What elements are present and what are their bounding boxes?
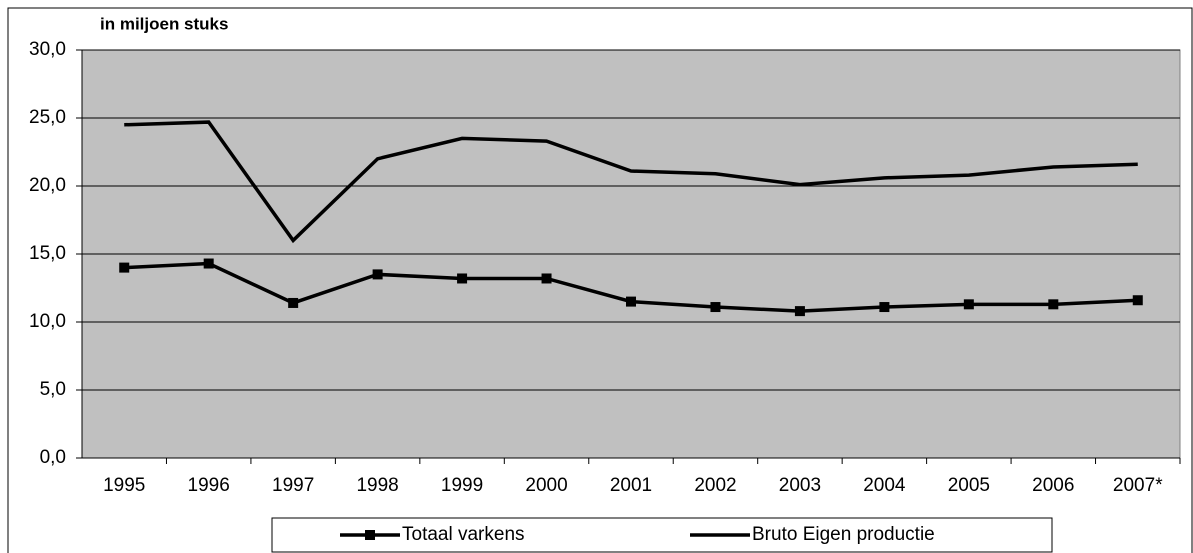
y-tick-label: 10,0 (29, 311, 66, 332)
data-point (710, 302, 721, 313)
data-point (626, 296, 636, 307)
legend-label: Bruto Eigen productie (752, 524, 935, 545)
y-tick-label: 15,0 (29, 243, 66, 264)
y-tick-label: 25,0 (29, 107, 66, 128)
x-tick-label: 2002 (694, 475, 736, 496)
data-point (879, 302, 890, 313)
x-tick-label: 1998 (356, 475, 398, 496)
y-tick-label: 0,0 (40, 447, 66, 468)
data-point (457, 273, 468, 284)
data-point (288, 297, 299, 308)
data-point (372, 269, 383, 280)
y-tick-label: 30,0 (29, 39, 66, 60)
x-tick-label: 1997 (272, 475, 314, 496)
legend-marker (365, 530, 375, 540)
data-point (541, 273, 552, 284)
x-tick-label: 2004 (863, 475, 906, 496)
legend (271, 517, 1053, 553)
data-point (1048, 299, 1059, 310)
y-tick-label: 20,0 (29, 175, 66, 196)
legend-label: Totaal varkens (402, 524, 525, 545)
x-tick-label: 2006 (1032, 475, 1074, 496)
axis-title: in miljoen stuks (100, 14, 228, 33)
data-point (963, 299, 974, 310)
data-point (203, 258, 214, 269)
data-point (1132, 295, 1143, 306)
x-tick-label: 1996 (188, 475, 230, 496)
chart-border (7, 7, 1193, 553)
data-point (794, 306, 805, 317)
x-tick-label: 1999 (441, 475, 483, 496)
series-line (124, 120, 1138, 244)
x-tick-label: 2000 (525, 475, 567, 496)
x-tick-label: 1995 (103, 475, 145, 496)
x-tick-label: 2005 (948, 475, 990, 496)
x-tick-label: 2001 (610, 475, 652, 496)
x-tick-label: 2003 (779, 475, 821, 496)
y-tick-label: 5,0 (40, 379, 66, 400)
x-tick-label: 2007* (1113, 475, 1163, 496)
data-point (119, 262, 130, 273)
